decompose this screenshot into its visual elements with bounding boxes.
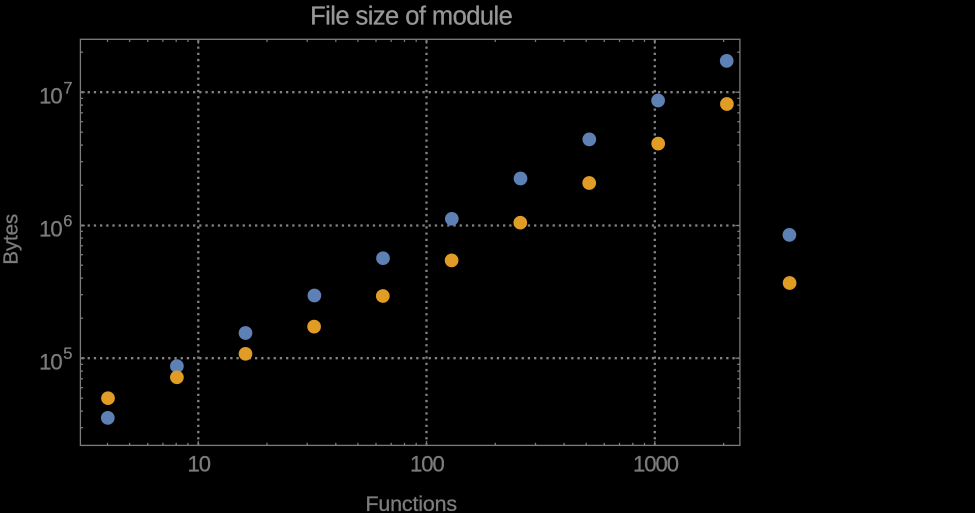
svg-text:1000: 1000	[633, 452, 679, 477]
svg-text:100: 100	[410, 452, 444, 477]
svg-text:10: 10	[39, 217, 62, 242]
svg-text:Bytes: Bytes	[0, 214, 23, 265]
svg-text:10: 10	[188, 452, 211, 477]
svg-text:5: 5	[63, 345, 72, 363]
svg-text:File size of module: File size of module	[310, 3, 513, 31]
svg-text:6: 6	[63, 212, 72, 230]
svg-text:Functions: Functions	[366, 492, 457, 513]
svg-text:10: 10	[39, 349, 62, 374]
svg-text:7: 7	[63, 79, 72, 97]
svg-text:10: 10	[39, 84, 62, 109]
